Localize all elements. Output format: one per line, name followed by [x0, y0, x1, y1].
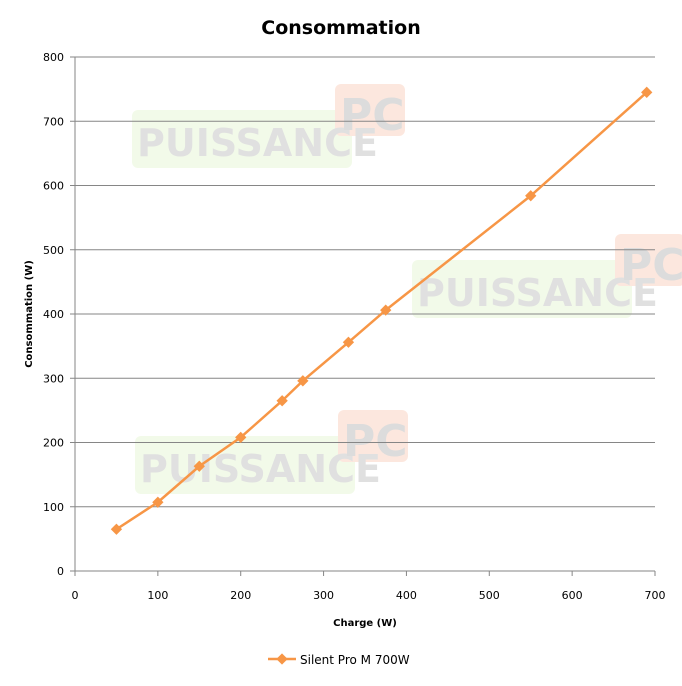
- legend-marker: [276, 653, 288, 665]
- watermark-bg: [335, 84, 405, 136]
- y-tick-label: 100: [43, 501, 64, 514]
- x-tick-label: 200: [230, 589, 251, 602]
- x-tick-label: 0: [72, 589, 79, 602]
- legend-label: Silent Pro M 700W: [300, 653, 410, 667]
- x-tick-label: 400: [396, 589, 417, 602]
- watermark-text: PUISSANCE: [417, 271, 658, 315]
- y-tick-label: 700: [43, 115, 64, 128]
- watermark-bg: [338, 410, 408, 462]
- series-silent-pro: [110, 86, 653, 535]
- y-tick-label: 200: [43, 437, 64, 450]
- watermark-text: PC: [340, 90, 405, 141]
- x-tick-label: 300: [313, 589, 334, 602]
- data-point: [235, 431, 247, 444]
- watermark-bg: [135, 436, 355, 494]
- data-point: [342, 336, 355, 348]
- y-tick-label: 800: [43, 51, 64, 64]
- watermark-text: PUISSANCE: [137, 121, 378, 165]
- x-tick-label: 600: [562, 589, 583, 602]
- y-tick-label: 600: [43, 180, 64, 193]
- legend: Silent Pro M 700W: [268, 653, 410, 667]
- data-point: [276, 395, 288, 407]
- watermark-bg: [132, 110, 352, 168]
- y-axis-label: Consommation (W): [24, 260, 35, 368]
- watermark-bg: [615, 234, 682, 286]
- data-point: [297, 375, 309, 387]
- gridlines: [75, 56, 655, 508]
- x-tick-label: 100: [147, 589, 168, 602]
- axes: [70, 56, 656, 576]
- y-tick-labels: 0 100 200 300 400 500 600 700 800: [43, 51, 64, 578]
- y-tick-label: 0: [57, 565, 64, 578]
- data-point: [525, 190, 537, 202]
- chart-title: Consommation: [261, 17, 420, 39]
- watermark-bg: [412, 260, 632, 318]
- watermark-text: PC: [343, 416, 408, 467]
- series-line: [115, 91, 648, 531]
- x-tick-labels: 0 100 200 300 400 500 600 700: [72, 589, 666, 602]
- data-point: [380, 304, 392, 316]
- x-tick-label: 700: [645, 589, 666, 602]
- watermark-text: PC: [620, 240, 682, 291]
- x-tick-label: 500: [479, 589, 500, 602]
- y-tick-label: 400: [43, 308, 64, 321]
- y-tick-label: 300: [43, 372, 64, 385]
- data-point: [193, 460, 205, 472]
- data-point: [152, 496, 164, 508]
- y-tick-label: 500: [43, 244, 64, 257]
- x-axis-label: Charge (W): [333, 618, 397, 629]
